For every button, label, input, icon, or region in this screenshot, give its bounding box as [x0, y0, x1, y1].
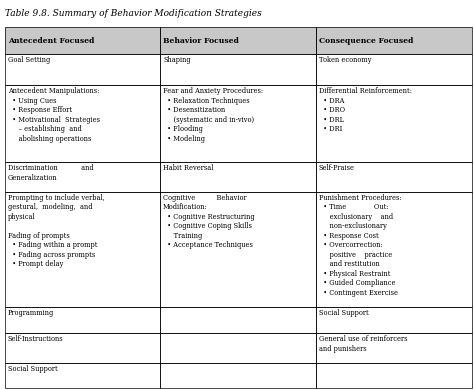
- Bar: [160, 162, 316, 192]
- Text: Differential Reinforcement:
  • DRA
  • DRO
  • DRL
  • DRI: Differential Reinforcement: • DRA • DRO …: [319, 87, 412, 133]
- Bar: [160, 27, 316, 54]
- Text: Discrimination           and
Generalization: Discrimination and Generalization: [8, 164, 93, 182]
- Bar: [5, 333, 160, 363]
- Bar: [160, 85, 316, 162]
- Bar: [160, 54, 316, 85]
- Bar: [316, 363, 472, 388]
- Text: Prompting to include verbal,
gestural,  modeling,  and
physical

Fading of promp: Prompting to include verbal, gestural, m…: [8, 194, 104, 268]
- Bar: [316, 307, 472, 333]
- Bar: [5, 27, 160, 54]
- Bar: [316, 27, 472, 54]
- Text: Shaping: Shaping: [163, 56, 191, 64]
- Text: Antecedent Focused: Antecedent Focused: [8, 37, 94, 45]
- Bar: [5, 27, 160, 54]
- Bar: [5, 307, 160, 333]
- Text: General use of reinforcers
and punishers: General use of reinforcers and punishers: [319, 335, 408, 353]
- Bar: [316, 85, 472, 162]
- Text: Consequence Focused: Consequence Focused: [319, 37, 413, 45]
- Bar: [316, 192, 472, 307]
- Text: Cognitive          Behavior
Modification:
  • Cognitive Restructuring
  • Cognit: Cognitive Behavior Modification: • Cogni…: [163, 194, 255, 249]
- Bar: [5, 192, 160, 307]
- Bar: [160, 333, 316, 363]
- Bar: [316, 162, 472, 192]
- Bar: [5, 85, 160, 162]
- Text: Antecedent Manipulations:
  • Using Cues
  • Response Effort
  • Motivational  S: Antecedent Manipulations: • Using Cues •…: [8, 87, 100, 143]
- Bar: [5, 162, 160, 192]
- Bar: [160, 27, 316, 54]
- Text: Table 9.8. Summary of Behavior Modification Strategies: Table 9.8. Summary of Behavior Modificat…: [5, 9, 262, 18]
- Text: Habit Reversal: Habit Reversal: [163, 164, 213, 172]
- Bar: [316, 54, 472, 85]
- Text: Self-Praise: Self-Praise: [319, 164, 355, 172]
- Bar: [5, 363, 160, 388]
- Text: Behavior Focused: Behavior Focused: [163, 37, 239, 45]
- Bar: [316, 333, 472, 363]
- Text: Punishment Procedures:
  • Time             Out:
     exclusionary    and
     n: Punishment Procedures: • Time Out: exclu…: [319, 194, 401, 297]
- Bar: [160, 307, 316, 333]
- Text: Token economy: Token economy: [319, 56, 372, 64]
- Text: Fear and Anxiety Procedures:
  • Relaxation Techniques
  • Desensitization
     : Fear and Anxiety Procedures: • Relaxatio…: [163, 87, 263, 143]
- Bar: [160, 363, 316, 388]
- Text: Social Support: Social Support: [8, 365, 57, 373]
- Bar: [316, 27, 472, 54]
- Bar: [5, 54, 160, 85]
- Text: Social Support: Social Support: [319, 308, 369, 317]
- Bar: [160, 192, 316, 307]
- Text: Self-Instructions: Self-Instructions: [8, 335, 63, 344]
- Text: Goal Setting: Goal Setting: [8, 56, 50, 64]
- Text: Programming: Programming: [8, 308, 54, 317]
